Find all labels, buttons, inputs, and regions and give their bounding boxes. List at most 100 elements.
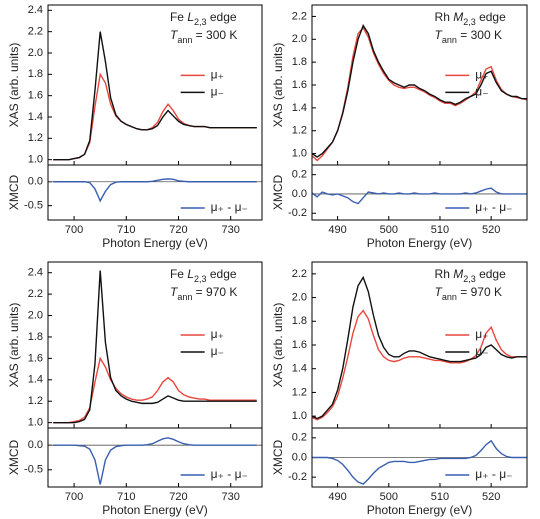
annotation: Tann = 970 K — [435, 285, 502, 302]
y-axis-label: XAS (arb. units) — [271, 303, 285, 388]
y-tick-label: 1.6 — [28, 352, 43, 364]
annotation-part: T — [170, 28, 179, 42]
y-tick-label: 0.0 — [28, 176, 43, 188]
x-axis-label: Photon Energy (eV) — [102, 236, 207, 250]
y-tick-label: 1.2 — [292, 386, 307, 398]
annotation-part: 2,3 — [194, 274, 207, 284]
x-tick-label: 500 — [380, 491, 398, 503]
y-tick-label: -0.5 — [24, 200, 43, 212]
x-tick-label: 510 — [431, 224, 449, 236]
y-tick-label: 1.8 — [292, 56, 307, 68]
annotation-part: = 970 K — [457, 285, 502, 299]
annotation-part: 2,3 — [463, 17, 476, 27]
data-line — [53, 356, 257, 424]
legend-label: μ₊ - μ₋ — [211, 200, 248, 214]
annotation: Fe L2,3 edge — [170, 267, 237, 284]
y-tick-label: 2.4 — [28, 267, 43, 279]
legend-label: μ₊ - μ₋ — [475, 200, 512, 214]
y-axis-label: XMCD — [7, 440, 21, 476]
x-tick-label: 710 — [117, 491, 135, 503]
annotation-part: L — [187, 267, 194, 281]
annotation: Tann = 300 K — [435, 28, 502, 45]
panel: -0.2 0.0 0.2 490 500 510 520 μ₊ - μ₋ XMCD Photon … — [271, 427, 528, 517]
y-tick-label: 1.4 — [28, 374, 43, 386]
y-tick-label: -0.2 — [288, 471, 307, 483]
x-tick-label: 520 — [482, 491, 500, 503]
legend-label: μ₋ — [211, 85, 224, 99]
axes-frame — [311, 164, 528, 221]
y-tick-label: 1.0 — [28, 417, 43, 429]
annotation-part: T — [435, 28, 444, 42]
annotation-part: ann — [442, 35, 457, 45]
y-tick-label: 1.6 — [28, 90, 43, 102]
x-tick-label: 490 — [328, 491, 346, 503]
x-axis-label: Photon Energy (eV) — [367, 236, 472, 250]
y-tick-label: 0.0 — [292, 451, 307, 463]
annotation: Rh M2,3 edge — [435, 267, 507, 284]
panel: 1.0 1.2 1.4 1.6 1.8 2.0 2.2 2.4 μ₊ μ₋ Fe L2,3 edge… — [7, 4, 263, 166]
y-tick-label: 1.4 — [292, 102, 307, 114]
annotation-part: T — [170, 285, 179, 299]
y-axis-label: XAS (arb. units) — [7, 303, 21, 388]
y-axis-label: XMCD — [7, 175, 21, 211]
annotation-part: edge — [476, 267, 506, 281]
annotation-part: = 300 K — [457, 28, 502, 42]
panel: 1.01.21.41.61.82.02.2μ₊μ₋Rh M2,3 edgeTan… — [271, 4, 528, 166]
y-tick-label: -0.5 — [24, 464, 43, 476]
legend-label: μ₊ - μ₋ — [475, 467, 512, 481]
panel: 1.0 1.2 1.4 1.6 1.8 2.0 2.2 2.4 μ₊ μ₋ Fe L2,3 edge… — [7, 261, 263, 429]
annotation-part: Fe — [170, 10, 187, 24]
data-line — [312, 187, 527, 205]
data-line — [53, 178, 257, 203]
y-tick-label: 1.8 — [28, 331, 43, 343]
x-tick-label: 730 — [222, 224, 240, 236]
y-tick-label: 1.6 — [292, 339, 307, 351]
data-line — [312, 26, 527, 162]
y-tick-label: 2.4 — [28, 4, 43, 16]
annotation-part: T — [435, 285, 444, 299]
y-tick-label: 1.0 — [292, 147, 307, 159]
annotation-part: M — [453, 267, 463, 281]
annotation: Rh M2,3 edge — [435, 10, 507, 27]
annotation-part: ann — [177, 292, 192, 302]
x-axis-label: Photon Energy (eV) — [367, 503, 472, 517]
legend-label: μ₊ — [211, 327, 224, 341]
y-axis-label: XAS (arb. units) — [7, 43, 21, 128]
panel: -0.2 0.0 0.2 490 500 510 520 μ₊ - μ₋ XMCD Photon … — [271, 164, 528, 250]
annotation-part: L — [187, 10, 194, 24]
axes-frame — [311, 427, 528, 488]
legend-label: μ₊ — [475, 327, 488, 341]
y-tick-label: 1.4 — [292, 363, 307, 375]
annotation-part: 2,3 — [463, 274, 476, 284]
x-tick-label: 700 — [65, 224, 83, 236]
data-line — [53, 72, 257, 161]
x-tick-label: 490 — [328, 224, 346, 236]
y-tick-label: 2.2 — [28, 26, 43, 38]
annotation-part: M — [453, 10, 463, 24]
x-tick-label: 510 — [431, 491, 449, 503]
y-tick-label: 1.4 — [28, 111, 43, 123]
data-line — [53, 31, 257, 161]
annotation: Tann = 970 K — [170, 285, 237, 302]
y-tick-label: 1.6 — [292, 79, 307, 91]
y-axis-label: XMCD — [271, 440, 285, 476]
y-tick-label: -0.2 — [288, 207, 307, 219]
x-tick-label: 500 — [380, 224, 398, 236]
y-tick-label: 1.2 — [292, 125, 307, 137]
data-line — [312, 309, 527, 421]
y-tick-label: 2.2 — [292, 10, 307, 22]
x-axis-label: Photon Energy (eV) — [102, 503, 207, 517]
x-tick-label: 720 — [169, 224, 187, 236]
annotation-part: 2,3 — [194, 17, 207, 27]
y-tick-label: 1.0 — [28, 154, 43, 166]
data-line — [53, 437, 257, 485]
annotation-part: Rh — [435, 267, 454, 281]
y-tick-label: 2.2 — [28, 288, 43, 300]
y-tick-label: 0.0 — [292, 188, 307, 200]
data-line — [53, 270, 257, 424]
annotation-part: Rh — [435, 10, 454, 24]
x-tick-label: 720 — [169, 491, 187, 503]
panel: 0.0 -0.5 700 710 720 730 μ₊ - μ₋ XMCD Photon Ene… — [7, 427, 263, 517]
legend-label: μ₊ - μ₋ — [211, 467, 248, 481]
legend-label: μ₊ — [475, 68, 488, 82]
